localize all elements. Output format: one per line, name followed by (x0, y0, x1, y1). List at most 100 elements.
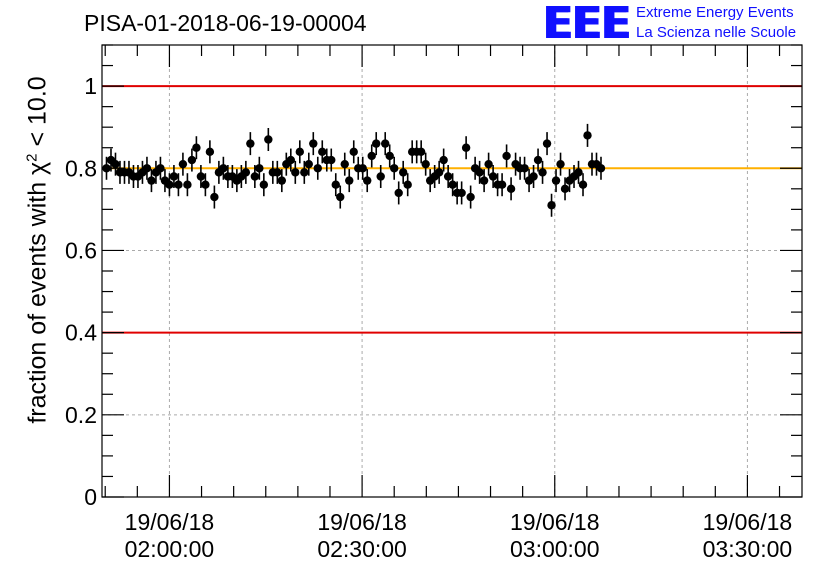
data-point (385, 151, 394, 161)
data-point (277, 176, 287, 185)
data-point (205, 147, 215, 157)
data-point (210, 192, 219, 202)
y-axis-label-exponent: 2 (23, 153, 41, 162)
data-point (461, 143, 471, 152)
data-point (421, 159, 430, 169)
data-point (578, 180, 588, 189)
data-point (443, 172, 453, 181)
y-tick-label: 0.2 (65, 402, 97, 428)
data-point (147, 176, 156, 185)
data-point (201, 180, 210, 189)
data-point (520, 164, 529, 173)
data-point (551, 176, 561, 185)
data-point (502, 151, 511, 161)
data-point (506, 184, 516, 194)
data-point (363, 176, 372, 185)
data-point (241, 168, 251, 177)
data-point (372, 139, 381, 148)
x-tick-label-time: 03:30:00 (703, 536, 793, 562)
data-point (358, 164, 367, 173)
data-point (295, 147, 304, 157)
y-axis-label-prefix: fraction of events with (23, 174, 52, 424)
y-axis-label-suffix: < 10.0 (23, 76, 52, 154)
data-point (255, 164, 264, 173)
data-point (313, 164, 322, 173)
x-tick-label-date: 19/06/18 (510, 509, 600, 535)
data-point (403, 180, 412, 189)
chart-title: PISA-01-2018-06-19-00004 (84, 10, 367, 36)
y-tick-label: 1 (84, 73, 97, 99)
data-point (192, 143, 201, 152)
tick-labels: 00.20.40.60.8119/06/1802:00:0019/06/1802… (65, 73, 792, 562)
y-tick-label: 0 (84, 484, 97, 510)
grid-lines (102, 45, 802, 497)
data-point (165, 180, 174, 189)
data-point (264, 135, 273, 144)
data-point (475, 168, 484, 177)
data-point (448, 180, 457, 189)
data-point (542, 139, 552, 148)
y-tick-label: 0.8 (65, 155, 97, 181)
reference-lines (102, 85, 802, 334)
data-point (246, 139, 255, 148)
data-point (497, 180, 507, 189)
data-point (156, 164, 165, 173)
x-tick-label-date: 19/06/18 (125, 509, 215, 535)
data-point (538, 168, 547, 177)
eee-logo: EEE (542, 0, 630, 49)
data-point (466, 192, 475, 202)
data-point (174, 180, 183, 189)
y-tick-label: 0.6 (65, 237, 97, 263)
data-point (529, 172, 538, 181)
data-point (560, 184, 570, 194)
data-point (331, 180, 340, 189)
data-point (318, 147, 327, 157)
data-point (300, 168, 309, 177)
data-point (219, 164, 228, 173)
data-point (286, 155, 296, 165)
data-point (273, 168, 282, 177)
data-point (178, 159, 188, 169)
data-point (336, 192, 345, 202)
y-tick-label: 0.4 (65, 320, 97, 346)
logo-line-2: La Scienza nelle Scuole (636, 24, 797, 41)
data-point (111, 159, 120, 169)
data-point (394, 188, 403, 198)
data-point (291, 168, 300, 177)
data-point (250, 172, 260, 181)
data-point (484, 159, 493, 169)
data-point (309, 139, 318, 148)
data-point (457, 188, 466, 198)
data-point (416, 147, 426, 157)
data-point (142, 164, 152, 173)
data-point (390, 164, 399, 173)
data-point (259, 180, 269, 189)
data-point (574, 168, 583, 177)
data-point (556, 159, 565, 169)
data-point (398, 168, 408, 177)
x-tick-label-time: 02:30:00 (317, 536, 407, 562)
data-point (434, 168, 444, 177)
data-point (479, 176, 489, 185)
data-point (345, 176, 354, 185)
x-tick-label-time: 03:00:00 (510, 536, 600, 562)
data-point (327, 155, 336, 165)
data-point (169, 172, 179, 181)
y-axis-label-symbol: χ (23, 161, 52, 175)
axes (101, 44, 803, 498)
data-point (533, 155, 543, 165)
data-point (376, 172, 385, 181)
plot-frame (101, 44, 803, 498)
y-axis-label: fraction of events with χ2 < 10.0 (23, 76, 52, 423)
data-point (187, 155, 197, 165)
x-tick-label-time: 02:00:00 (125, 536, 215, 562)
data-points (102, 123, 606, 217)
data-point (596, 164, 606, 173)
x-tick-label-date: 19/06/18 (317, 509, 407, 535)
data-point (439, 155, 448, 165)
data-point (367, 151, 376, 161)
data-point (381, 139, 390, 148)
data-point (340, 159, 349, 169)
data-point (583, 131, 592, 140)
